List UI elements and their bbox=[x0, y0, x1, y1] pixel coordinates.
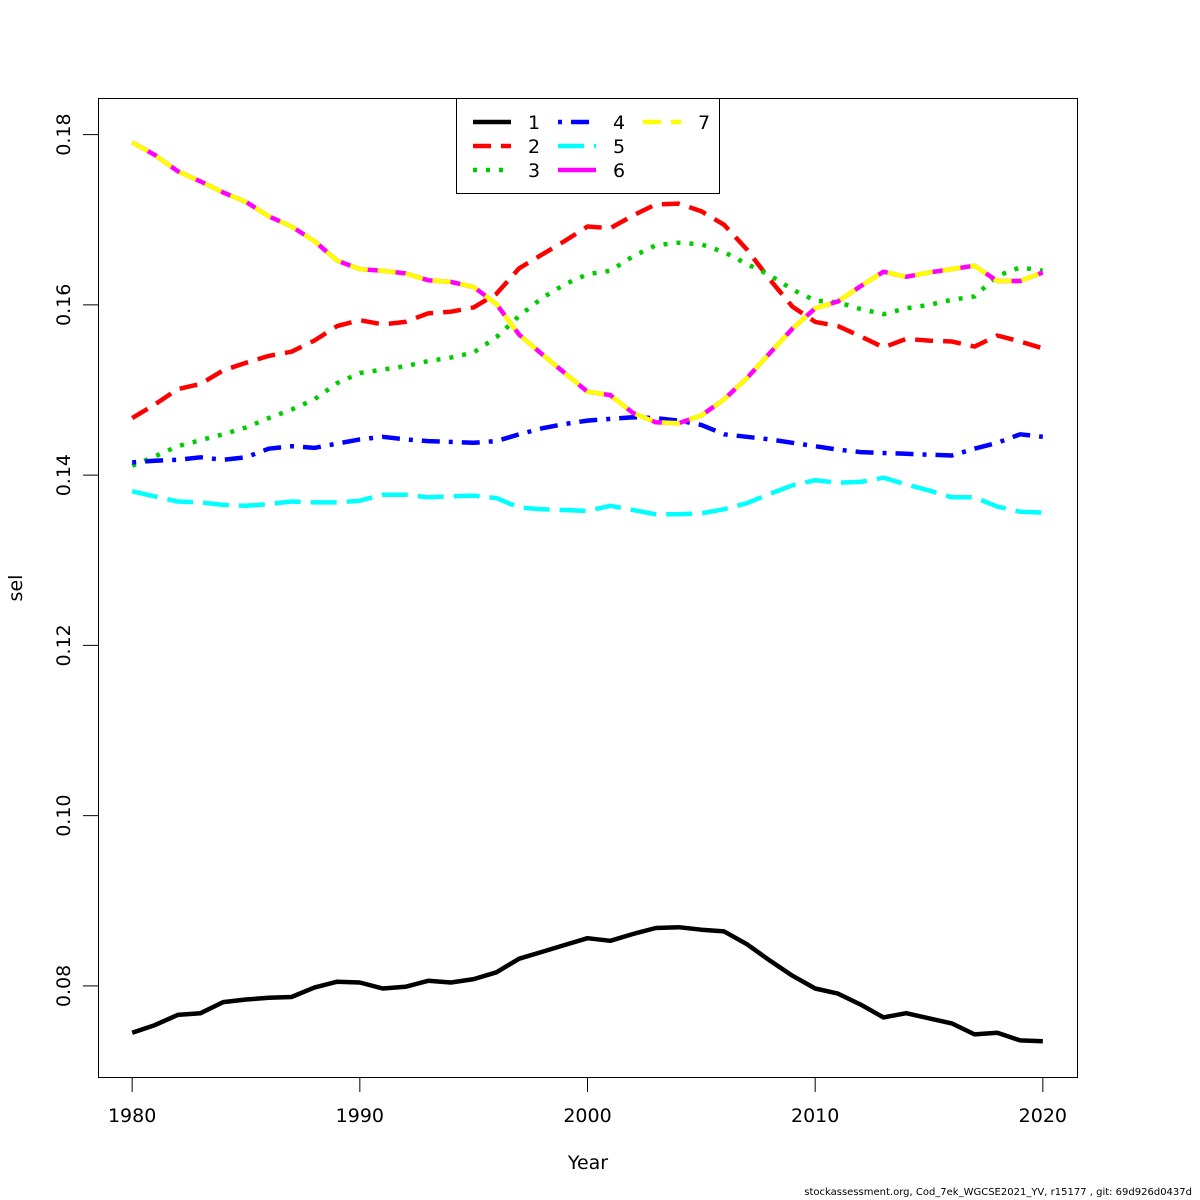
y-tick-label: 0.12 bbox=[53, 624, 75, 666]
series-4-line bbox=[132, 414, 1044, 465]
legend-label-3: 3 bbox=[528, 160, 540, 182]
legend-label-1: 1 bbox=[528, 112, 540, 134]
y-tick-label: 0.10 bbox=[53, 794, 75, 836]
series-5-line bbox=[131, 475, 1043, 517]
series-7-line bbox=[131, 140, 1044, 426]
series-1-line bbox=[131, 924, 1043, 1044]
x-tick-label: 2010 bbox=[791, 1105, 839, 1127]
series-layer bbox=[131, 140, 1044, 1044]
legend-label-5: 5 bbox=[613, 136, 625, 158]
plot-frame bbox=[98, 98, 1078, 1078]
legend: 123 456 7 bbox=[456, 98, 720, 194]
x-axis-title: Year bbox=[567, 1152, 608, 1174]
y-tick-label: 0.08 bbox=[53, 965, 75, 1007]
series-2-line bbox=[131, 201, 1044, 421]
legend-label-2: 2 bbox=[528, 136, 540, 158]
x-tick-label: 2000 bbox=[563, 1105, 611, 1127]
y-tick-label: 0.14 bbox=[53, 454, 75, 496]
x-tick-label: 1990 bbox=[336, 1105, 384, 1127]
x-tick-label: 1980 bbox=[108, 1105, 156, 1127]
legend-label-6: 6 bbox=[613, 160, 625, 182]
legend-label-7: 7 bbox=[698, 112, 710, 134]
legend-label-4: 4 bbox=[613, 112, 625, 134]
legend-box bbox=[456, 98, 720, 194]
footer-note: stockassessment.org, Cod_7ek_WGCSE2021_Y… bbox=[804, 1187, 1192, 1198]
x-axis: 1980 1990 2000 2010 2020 bbox=[108, 1077, 1067, 1127]
y-tick-label: 0.18 bbox=[53, 113, 75, 155]
y-tick-label: 0.16 bbox=[53, 284, 75, 326]
y-axis-title: sel bbox=[5, 575, 27, 602]
x-tick-label: 2020 bbox=[1019, 1105, 1067, 1127]
y-axis: 0.08 0.10 0.12 0.14 0.16 0.18 bbox=[53, 113, 99, 1007]
